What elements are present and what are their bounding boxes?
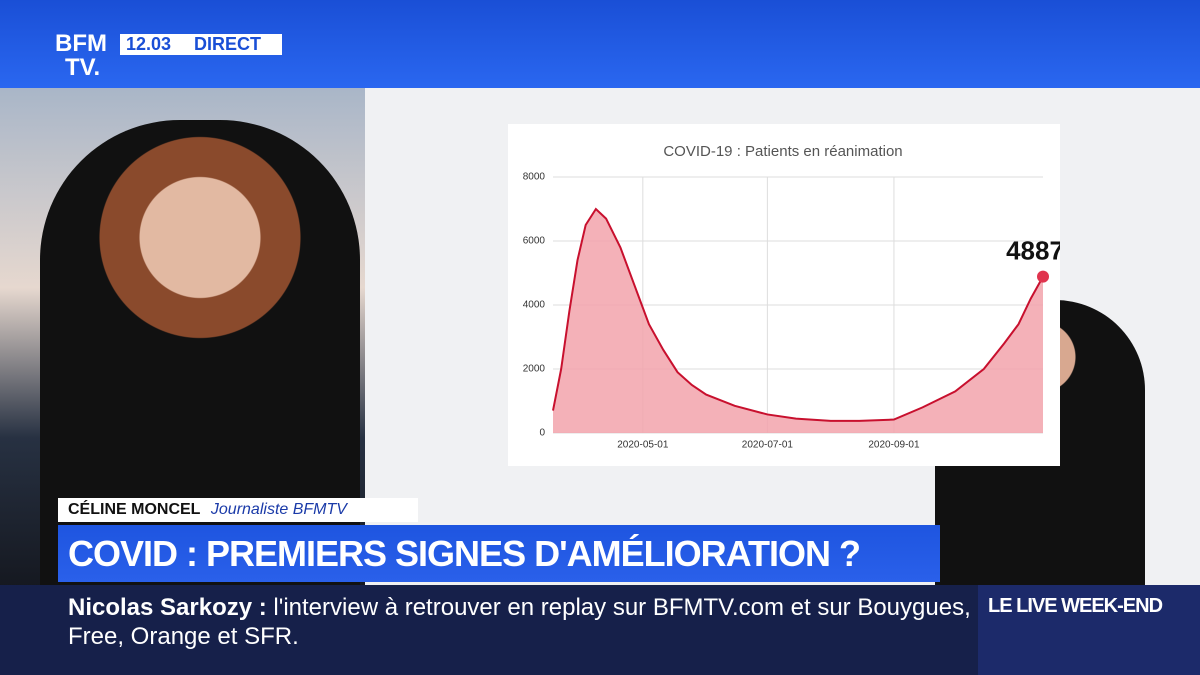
- time: 12.03: [126, 34, 172, 54]
- name-bar: CÉLINE MONCEL Journaliste BFMTV: [58, 498, 418, 522]
- y-tick-label: 0: [539, 428, 545, 439]
- area: [553, 209, 1043, 433]
- logo: BFM TV.: [55, 32, 115, 84]
- last-point: [1037, 270, 1049, 283]
- ticker: Nicolas Sarkozy : l'interview à retrouve…: [0, 585, 978, 675]
- x-tick-label: 2020-09-01: [868, 440, 920, 451]
- ticker-speaker: Nicolas Sarkozy :: [68, 594, 267, 621]
- y-tick-label: 6000: [523, 236, 546, 247]
- y-tick-label: 2000: [523, 364, 546, 375]
- program-box: LE LIVE WEEK-END: [978, 585, 1200, 675]
- line: [552, 207, 1044, 422]
- headline-bar: COVID : PREMIERS SIGNES D'AMÉLIORATION ?: [58, 525, 940, 582]
- data-label: 4887: [1006, 235, 1060, 265]
- chart: COVID-19 : Patients en réanimation 0 2000…: [508, 124, 1060, 466]
- chart-title: COVID-19 : Patients en réanimation: [663, 143, 902, 160]
- guest-role: Journaliste BFMTV: [210, 501, 347, 518]
- clock-box: 12.03 DIRECT: [120, 34, 282, 55]
- x-tick-label: 2020-05-01: [617, 440, 669, 451]
- logo-bottom: TV.: [65, 54, 101, 81]
- guest-name: CÉLINE MONCEL: [68, 501, 201, 518]
- x-tick-label: 2020-07-01: [742, 440, 794, 451]
- logo-top: BFM: [55, 30, 107, 57]
- live: DIRECT: [194, 34, 261, 54]
- ticker-text: l'interview à retrouver en replay sur BF…: [68, 594, 971, 650]
- y-tick-label: 8000: [523, 172, 546, 183]
- y-tick-label: 4000: [523, 300, 546, 311]
